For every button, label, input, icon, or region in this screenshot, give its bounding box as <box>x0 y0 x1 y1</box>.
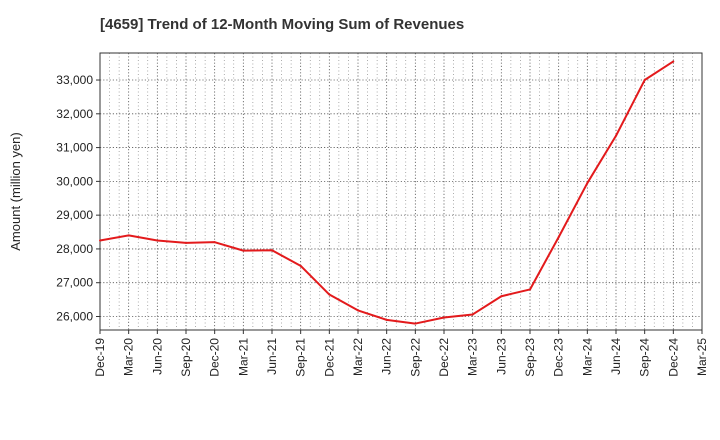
x-tick-label: Sep-23 <box>523 338 537 377</box>
data-point <box>471 313 474 316</box>
x-tick-label: Sep-24 <box>638 338 652 377</box>
x-tick-label: Sep-21 <box>294 338 308 377</box>
x-tick-label: Mar-24 <box>580 338 594 376</box>
data-point <box>615 134 617 137</box>
data-point <box>414 322 417 325</box>
data-point <box>357 309 359 312</box>
y-tick-label: 27,000 <box>56 276 93 290</box>
x-tick-label: Dec-23 <box>552 338 566 377</box>
data-point <box>127 234 130 237</box>
x-tick-label: Dec-19 <box>93 338 107 377</box>
data-point <box>557 236 560 239</box>
x-tick-label: Jun-22 <box>380 338 394 375</box>
data-point <box>242 249 245 252</box>
x-tick-label: Jun-21 <box>265 338 279 375</box>
y-tick-label: 31,000 <box>56 141 93 155</box>
x-tick-label: Jun-24 <box>609 338 623 375</box>
y-tick-label: 28,000 <box>56 242 93 256</box>
x-tick-label: Mar-22 <box>351 338 365 376</box>
x-tick-label: Dec-20 <box>208 338 222 377</box>
x-tick-label: Sep-20 <box>179 338 193 377</box>
chart-title: [4659] Trend of 12-Month Moving Sum of R… <box>100 16 465 33</box>
plot-frame <box>99 52 703 331</box>
data-point <box>185 241 187 244</box>
y-tick-label: 30,000 <box>56 174 93 188</box>
x-tick-label: Dec-21 <box>322 338 336 377</box>
data-point <box>328 293 331 296</box>
data-point <box>99 239 101 242</box>
y-axis-label: Amount (million yen) <box>8 132 23 251</box>
data-point <box>271 249 273 252</box>
data-point <box>586 182 589 185</box>
data-point <box>299 264 302 267</box>
data-point <box>643 79 646 82</box>
x-tick-label: Mar-21 <box>236 338 250 376</box>
y-tick-label: 29,000 <box>56 208 93 222</box>
data-point <box>443 316 445 319</box>
x-tick-label: Dec-24 <box>666 338 680 377</box>
y-tick-label: 32,000 <box>56 107 93 121</box>
x-tick-label: Dec-22 <box>437 338 451 377</box>
x-tick-label: Jun-23 <box>494 338 508 375</box>
x-tick-label: Mar-25 <box>695 338 709 376</box>
data-point <box>672 60 675 63</box>
y-tick-label: 26,000 <box>56 309 93 323</box>
data-point <box>529 288 531 291</box>
x-tick-label: Jun-20 <box>150 338 164 375</box>
data-point <box>385 318 388 321</box>
y-tick-label: 33,000 <box>56 73 93 87</box>
x-tick-label: Mar-20 <box>122 338 136 376</box>
data-point <box>156 239 159 242</box>
data-point <box>500 295 503 298</box>
x-tick-label: Mar-23 <box>466 338 480 376</box>
data-point <box>213 241 216 244</box>
x-tick-label: Sep-22 <box>408 338 422 377</box>
